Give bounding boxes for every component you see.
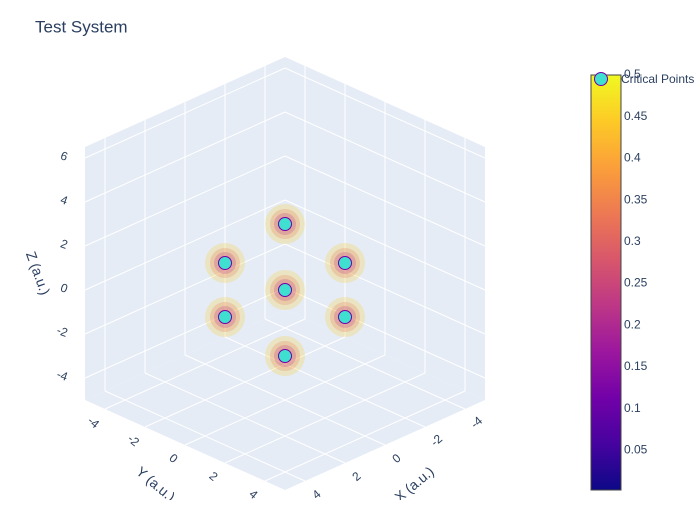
critical-point xyxy=(278,349,292,363)
critical-point xyxy=(338,256,352,270)
x-tick-label: 2 xyxy=(349,469,363,484)
x-tick-label: -2 xyxy=(428,431,445,449)
colorbar xyxy=(590,74,622,491)
z-tick-label: -4 xyxy=(55,367,70,384)
x-tick-label: -4 xyxy=(468,413,485,431)
colorbar-tick-label: 0.5 xyxy=(624,67,641,81)
critical-point xyxy=(278,217,292,231)
x-tick-label: 4 xyxy=(309,487,323,500)
critical-point xyxy=(338,310,352,324)
colorbar-tick-label: 0.4 xyxy=(624,151,641,165)
legend-marker xyxy=(594,72,608,86)
colorbar-tick-label: 0.1 xyxy=(624,401,641,415)
z-tick-label: 6 xyxy=(59,148,70,164)
grid-line xyxy=(184,354,386,446)
grid-line xyxy=(104,318,306,410)
colorbar-tick-label: 0.2 xyxy=(624,317,641,331)
grid-line xyxy=(144,336,346,428)
y-tick-label: -4 xyxy=(85,414,102,432)
y-tick-label: 4 xyxy=(246,487,260,500)
colorbar-tick-label: 0.15 xyxy=(624,359,648,373)
z-tick-label: 2 xyxy=(59,236,70,252)
chart-title: Test System xyxy=(35,17,128,36)
y-axis-title: Y (a.u.) xyxy=(133,463,178,500)
colorbar-tick-label: 0.3 xyxy=(624,234,641,248)
critical-point xyxy=(278,283,292,297)
y-tick-label: 2 xyxy=(206,469,220,484)
y-tick-label: -2 xyxy=(125,432,142,450)
x-tick-label: 0 xyxy=(389,451,403,466)
colorbar-tick-label: 0.25 xyxy=(624,276,648,290)
legend-label: Critical Points xyxy=(621,72,694,86)
y-tick-label: 0 xyxy=(166,451,180,466)
z-tick-label: 4 xyxy=(59,192,70,208)
x-axis-title: X (a.u.) xyxy=(391,463,436,500)
critical-point xyxy=(218,256,232,270)
z-tick-label: 0 xyxy=(59,280,70,296)
grid-line xyxy=(224,372,426,464)
z-tick-label: -2 xyxy=(55,323,70,340)
grid-line xyxy=(264,390,466,482)
colorbar-tick-label: 0.05 xyxy=(624,442,648,456)
colorbar-tick-label: 0.35 xyxy=(624,192,648,206)
critical-point xyxy=(218,310,232,324)
z-axis-title: Z (a.u.) xyxy=(23,249,53,297)
colorbar-tick-label: 0.45 xyxy=(624,109,648,123)
